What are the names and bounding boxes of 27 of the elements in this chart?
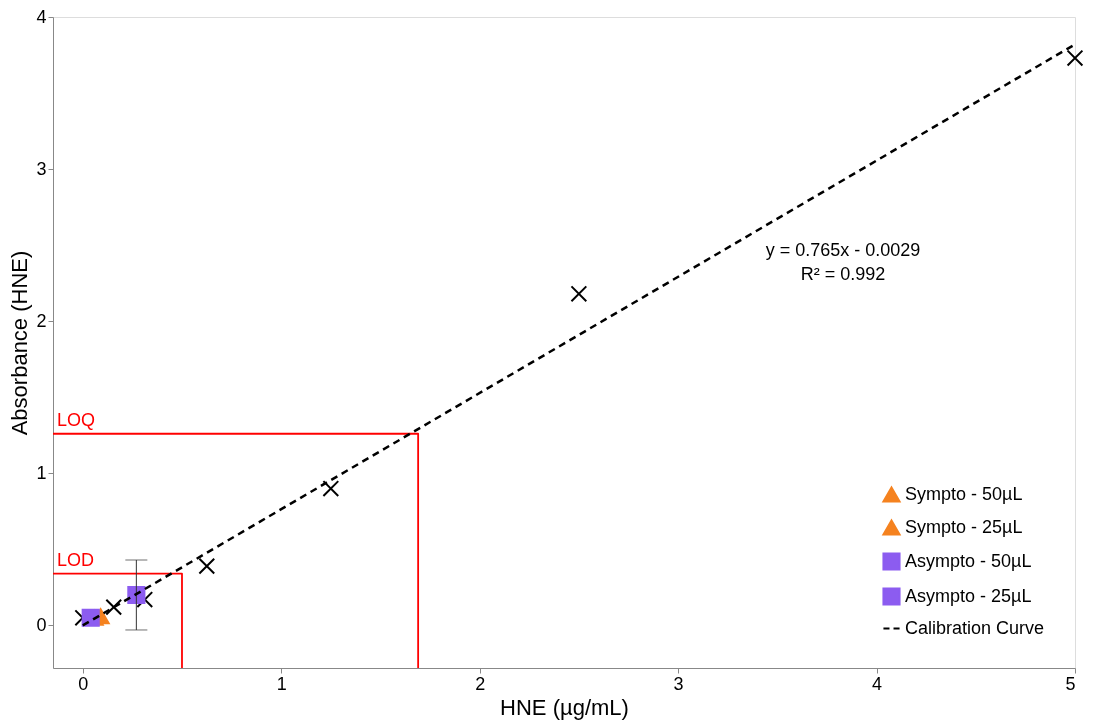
y-tick-label: 0 bbox=[36, 614, 47, 635]
x-tick-label: 4 bbox=[872, 673, 883, 694]
point bbox=[105, 598, 123, 616]
legend-label: Sympto - 50µL bbox=[905, 483, 1023, 504]
x-tick-label: 5 bbox=[1065, 673, 1076, 694]
annotation: LOQ bbox=[57, 409, 96, 430]
legend-label: Sympto - 25µL bbox=[905, 516, 1023, 537]
x-axis-title: HNE (µg/mL) bbox=[500, 694, 629, 720]
y-axis-title: Absorbance (HNE) bbox=[7, 250, 33, 436]
legend-label: Asympto - 25µL bbox=[905, 585, 1032, 606]
x-tick-label: 3 bbox=[673, 673, 684, 694]
legend-label: Calibration Curve bbox=[905, 617, 1045, 638]
legend-label: Asympto - 50µL bbox=[905, 550, 1032, 571]
x-tick-label: 0 bbox=[78, 673, 89, 694]
y-tick-label: 3 bbox=[36, 158, 47, 179]
point bbox=[322, 480, 340, 497]
annotation: LOD bbox=[57, 549, 95, 570]
x-tick-label: 2 bbox=[475, 673, 486, 694]
y-tick-label: 4 bbox=[36, 6, 47, 27]
annotation: R² = 0.992 bbox=[800, 264, 886, 284]
y-tick-label: 2 bbox=[36, 310, 47, 331]
point bbox=[198, 557, 216, 575]
point bbox=[570, 285, 588, 303]
y-tick-label: 1 bbox=[36, 462, 47, 483]
annotation: y = 0.765x - 0.0029 bbox=[765, 240, 921, 260]
x-tick-label: 1 bbox=[276, 673, 287, 694]
point bbox=[1066, 49, 1084, 67]
